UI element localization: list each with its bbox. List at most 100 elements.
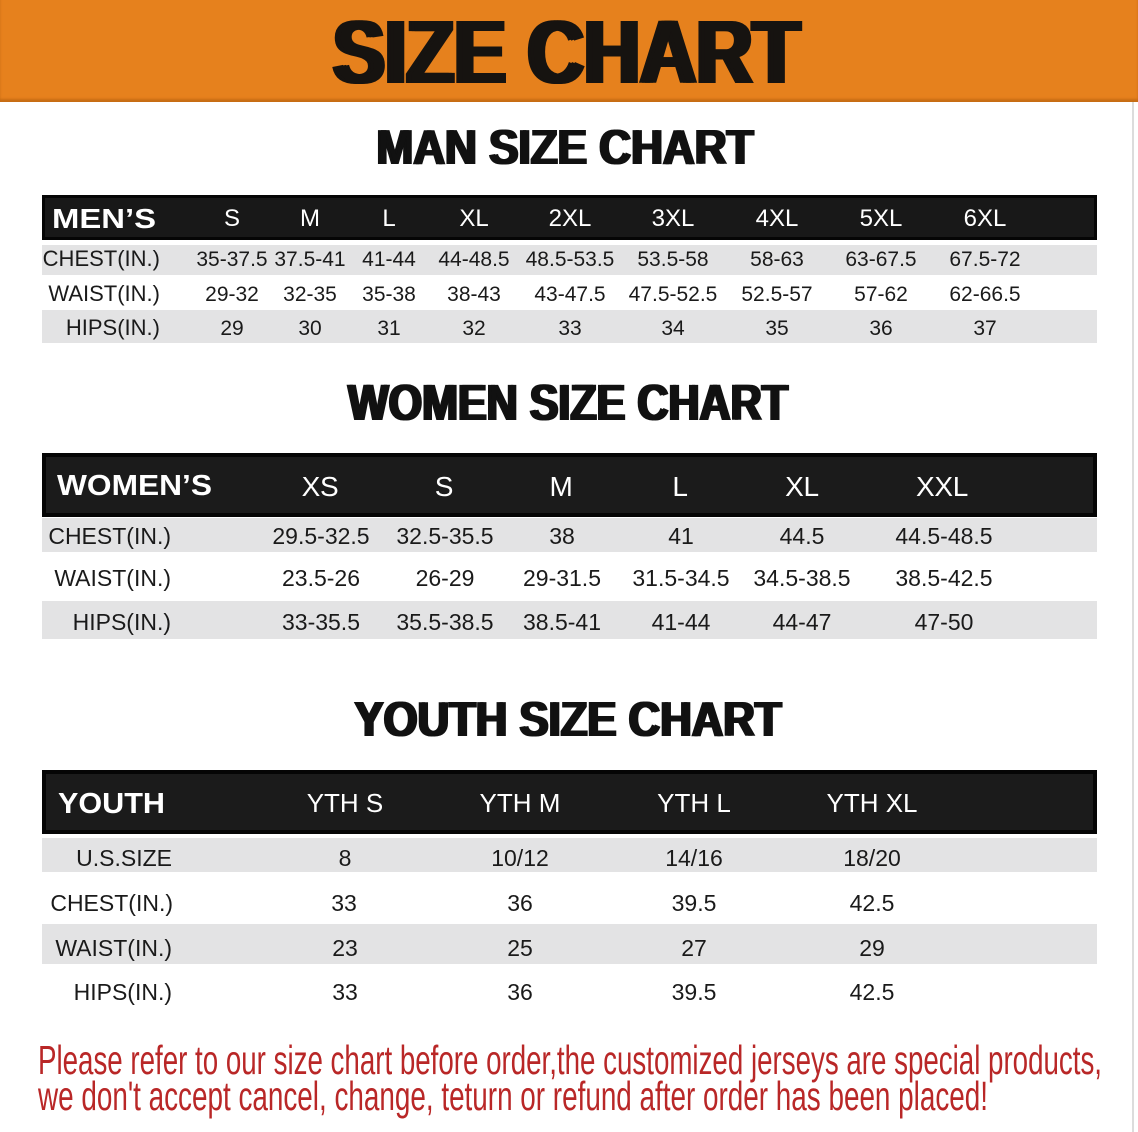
svg-text:YTH L: YTH L (657, 788, 731, 818)
svg-text:57-62: 57-62 (854, 283, 908, 306)
svg-text:29-32: 29-32 (205, 283, 259, 306)
svg-text:MEN’S: MEN’S (52, 203, 156, 234)
svg-text:44.5-48.5: 44.5-48.5 (895, 523, 992, 549)
svg-text:HIPS(IN.): HIPS(IN.) (74, 979, 172, 1005)
svg-text:37: 37 (973, 317, 996, 340)
svg-text:14/16: 14/16 (665, 845, 723, 871)
svg-text:18/20: 18/20 (843, 845, 901, 871)
svg-text:23.5-26: 23.5-26 (282, 565, 360, 591)
svg-text:4XL: 4XL (756, 205, 799, 232)
svg-text:S: S (435, 471, 453, 502)
svg-text:S: S (224, 205, 240, 232)
svg-text:SIZE CHART: SIZE CHART (330, 3, 797, 103)
svg-text:YTH S: YTH S (307, 788, 384, 818)
svg-text:WOMEN SIZE CHART: WOMEN SIZE CHART (347, 374, 787, 431)
svg-text:34.5-38.5: 34.5-38.5 (753, 565, 850, 591)
svg-text:31: 31 (377, 317, 400, 340)
svg-text:MAN SIZE CHART: MAN SIZE CHART (375, 121, 752, 175)
svg-text:34: 34 (661, 317, 685, 340)
svg-text:35.5-38.5: 35.5-38.5 (396, 609, 493, 635)
svg-text:44.5: 44.5 (780, 523, 825, 549)
svg-text:39.5: 39.5 (672, 890, 717, 916)
svg-text:63-67.5: 63-67.5 (845, 248, 916, 271)
svg-text:39.5: 39.5 (672, 979, 717, 1005)
svg-text:29-31.5: 29-31.5 (523, 565, 601, 591)
svg-text:29: 29 (859, 935, 885, 961)
svg-text:31.5-34.5: 31.5-34.5 (632, 565, 729, 591)
svg-text:2XL: 2XL (549, 205, 592, 232)
svg-text:10/12: 10/12 (491, 845, 549, 871)
svg-text:CHEST(IN.): CHEST(IN.) (43, 246, 160, 271)
svg-text:SIZE CHART: SIZE CHART (336, 3, 803, 103)
svg-text:32: 32 (462, 317, 485, 340)
svg-text:41: 41 (668, 523, 694, 549)
svg-text:38.5-41: 38.5-41 (523, 609, 601, 635)
svg-text:32-35: 32-35 (283, 283, 337, 306)
svg-text:8: 8 (339, 845, 352, 871)
svg-text:42.5: 42.5 (850, 979, 895, 1005)
svg-text:47.5-52.5: 47.5-52.5 (629, 283, 718, 306)
svg-text:44-47: 44-47 (773, 609, 832, 635)
svg-text:38.5-42.5: 38.5-42.5 (895, 565, 992, 591)
svg-text:SIZE CHART: SIZE CHART (333, 3, 800, 103)
svg-text:41-44: 41-44 (362, 248, 416, 271)
svg-text:6XL: 6XL (964, 205, 1007, 232)
svg-text:37.5-41: 37.5-41 (274, 248, 345, 271)
svg-text:36: 36 (507, 979, 533, 1005)
svg-text:44-48.5: 44-48.5 (438, 248, 509, 271)
svg-text:YOUTH SIZE CHART: YOUTH SIZE CHART (356, 693, 783, 747)
svg-text:5XL: 5XL (860, 205, 903, 232)
svg-text:42.5: 42.5 (850, 890, 895, 916)
svg-text:29.5-32.5: 29.5-32.5 (272, 523, 369, 549)
svg-text:41-44: 41-44 (652, 609, 711, 635)
svg-text:36: 36 (869, 317, 892, 340)
svg-text:53.5-58: 53.5-58 (637, 248, 708, 271)
svg-text:XXL: XXL (916, 471, 968, 502)
svg-text:47-50: 47-50 (915, 609, 974, 635)
svg-text:33: 33 (332, 979, 358, 1005)
svg-text:we don't accept cancel, change: we don't accept cancel, change, teturn o… (37, 1073, 988, 1119)
svg-text:62-66.5: 62-66.5 (949, 283, 1020, 306)
svg-text:M: M (549, 471, 572, 502)
svg-text:35-37.5: 35-37.5 (196, 248, 267, 271)
svg-text:WOMEN’S: WOMEN’S (57, 470, 212, 502)
svg-text:48.5-53.5: 48.5-53.5 (526, 248, 615, 271)
svg-text:CHEST(IN.): CHEST(IN.) (50, 890, 173, 916)
svg-text:29: 29 (220, 317, 243, 340)
svg-text:XL: XL (459, 205, 488, 232)
svg-text:YOUTH SIZE CHART: YOUTH SIZE CHART (353, 693, 780, 747)
svg-text:WAIST(IN.): WAIST(IN.) (54, 565, 171, 591)
svg-text:38-43: 38-43 (447, 283, 501, 306)
svg-text:HIPS(IN.): HIPS(IN.) (73, 609, 171, 635)
svg-text:Please refer to our size chart: Please refer to our size chart before or… (38, 1037, 1102, 1083)
svg-text:25: 25 (507, 935, 533, 961)
svg-text:26-29: 26-29 (416, 565, 475, 591)
svg-text:YOUTH: YOUTH (58, 788, 165, 820)
svg-text:L: L (382, 205, 395, 232)
svg-text:YTH XL: YTH XL (826, 788, 917, 818)
svg-text:33-35.5: 33-35.5 (282, 609, 360, 635)
svg-text:CHEST(IN.): CHEST(IN.) (48, 523, 171, 549)
svg-text:38: 38 (549, 523, 575, 549)
svg-text:WAIST(IN.): WAIST(IN.) (48, 281, 160, 306)
svg-text:67.5-72: 67.5-72 (949, 248, 1020, 271)
svg-text:30: 30 (298, 317, 321, 340)
svg-text:35: 35 (765, 317, 788, 340)
svg-text:WAIST(IN.): WAIST(IN.) (55, 935, 172, 961)
svg-text:MAN SIZE CHART: MAN SIZE CHART (378, 121, 755, 175)
svg-text:58-63: 58-63 (750, 248, 804, 271)
svg-text:27: 27 (681, 935, 707, 961)
svg-text:36: 36 (507, 890, 533, 916)
svg-text:32.5-35.5: 32.5-35.5 (396, 523, 493, 549)
svg-text:3XL: 3XL (652, 205, 695, 232)
svg-text:35-38: 35-38 (362, 283, 416, 306)
svg-text:XL: XL (785, 471, 819, 502)
svg-text:52.5-57: 52.5-57 (741, 283, 812, 306)
svg-text:HIPS(IN.): HIPS(IN.) (66, 315, 160, 340)
svg-text:YTH M: YTH M (480, 788, 561, 818)
svg-text:L: L (672, 471, 687, 502)
svg-text:23: 23 (332, 935, 358, 961)
svg-text:33: 33 (558, 317, 581, 340)
svg-text:33: 33 (331, 890, 357, 916)
svg-text:XS: XS (302, 471, 339, 502)
